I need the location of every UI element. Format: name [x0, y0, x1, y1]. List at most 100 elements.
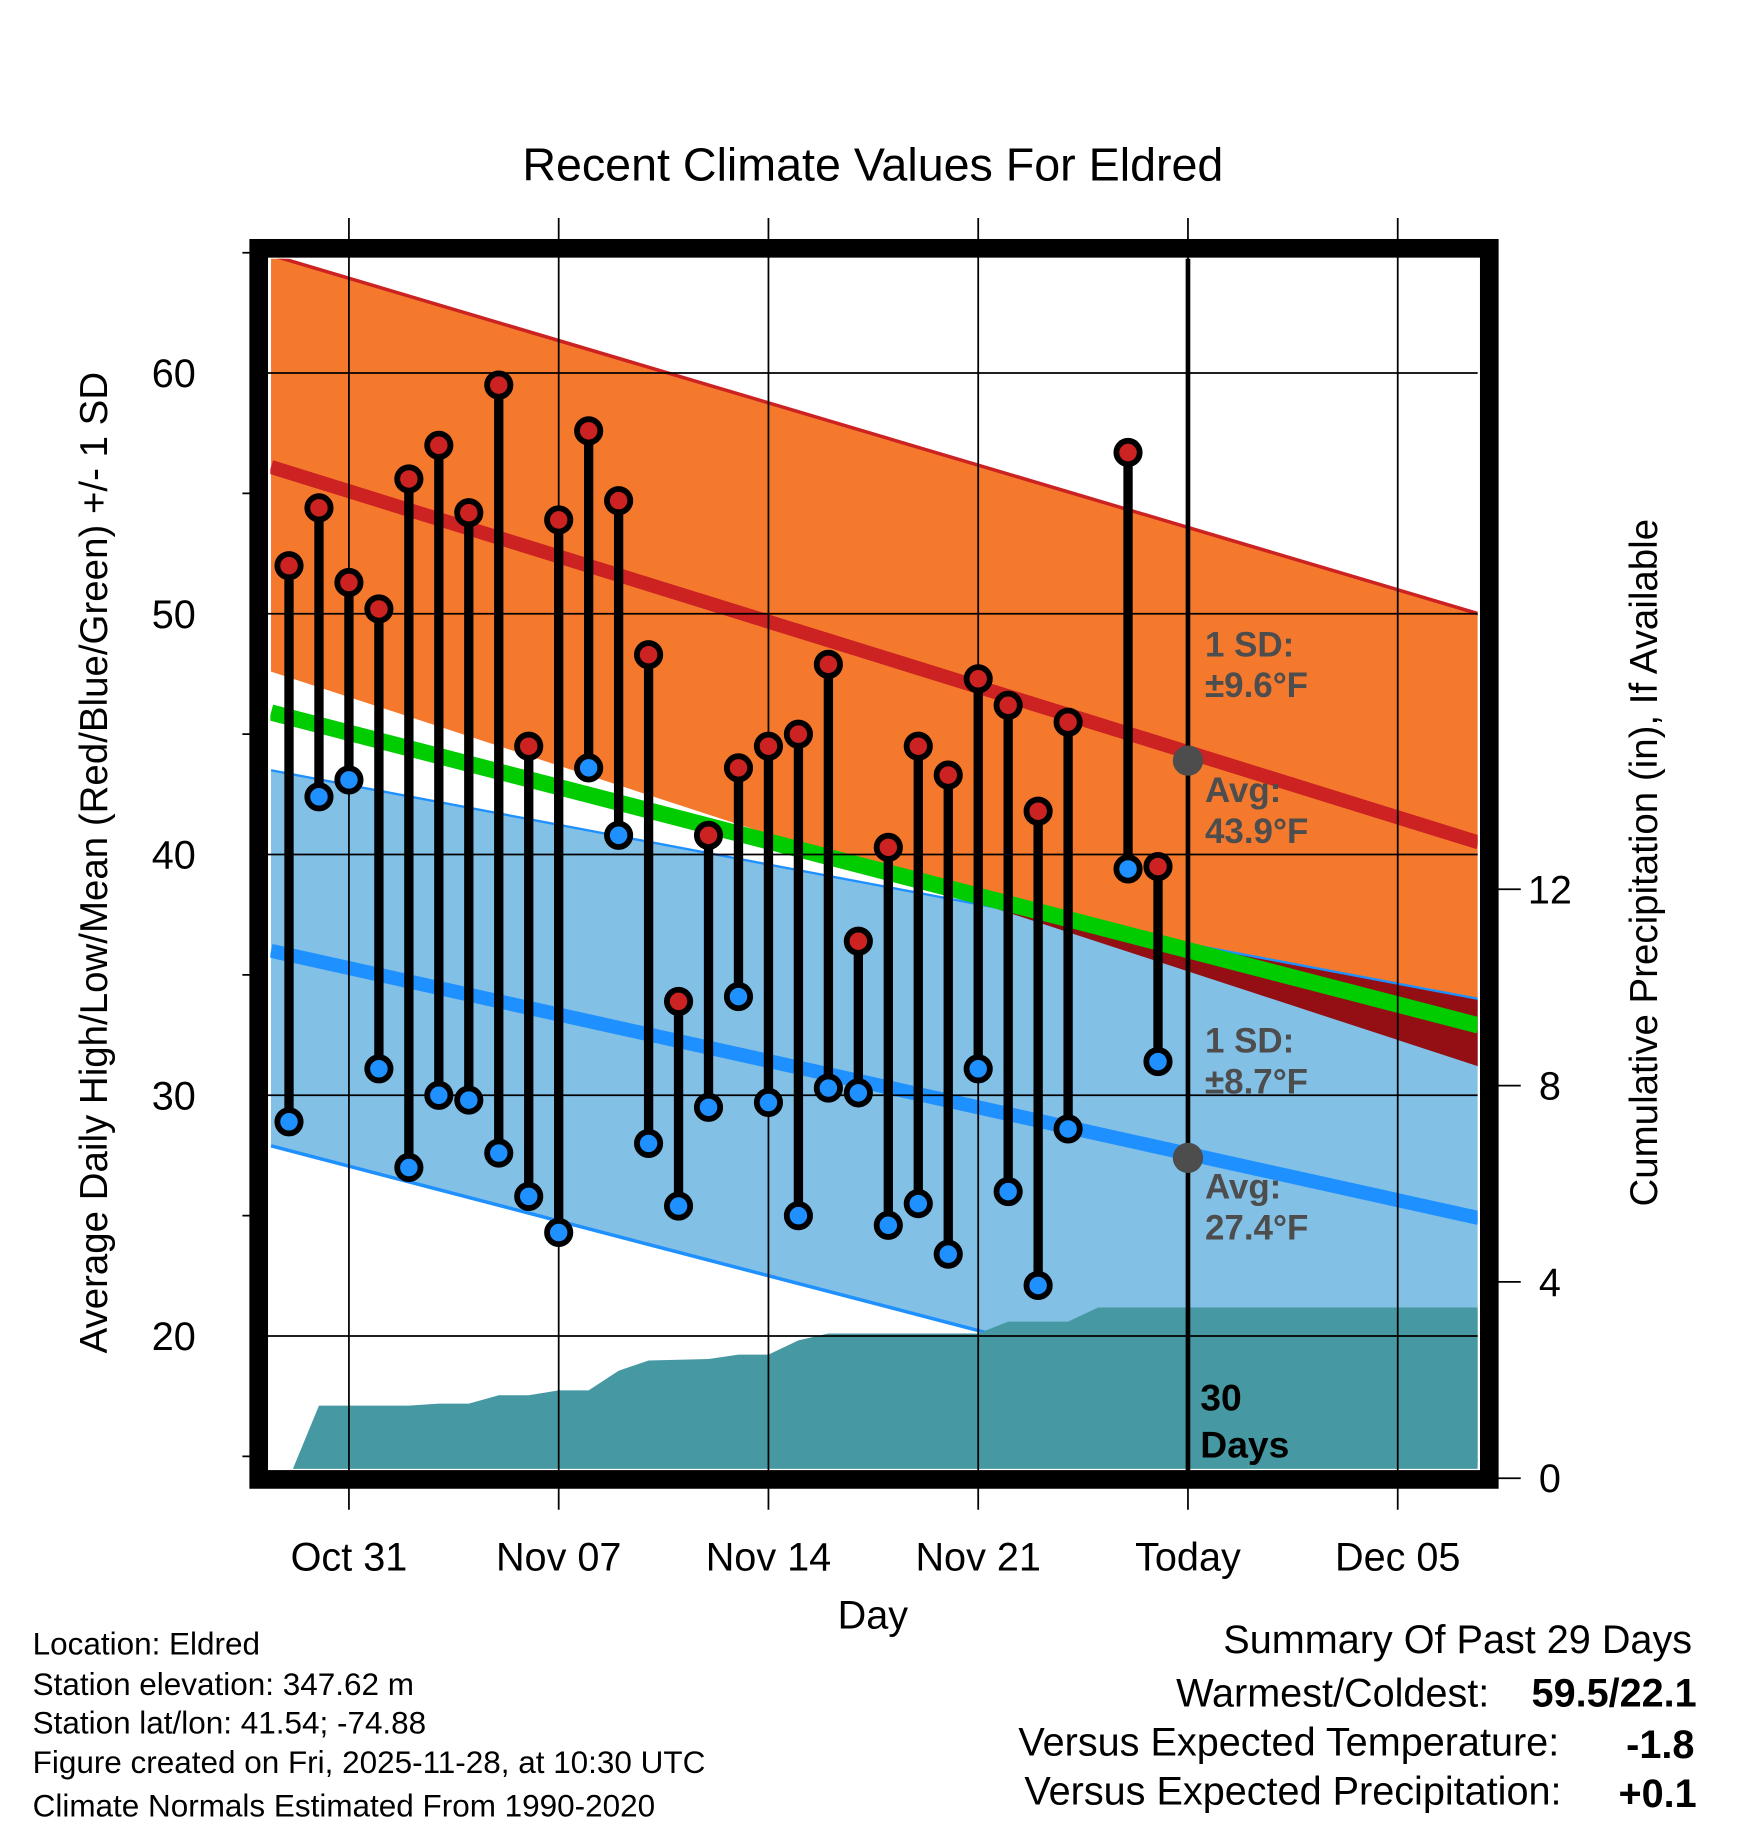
- low-point: [1053, 1114, 1083, 1144]
- high-point: [1143, 852, 1173, 882]
- y-tick-label: 20: [152, 1315, 196, 1359]
- low-point: [843, 1078, 873, 1108]
- high-avg-label: Avg:: [1205, 771, 1281, 810]
- high-point: [753, 731, 784, 761]
- elevation-text: Station elevation: 347.62 m: [33, 1667, 414, 1702]
- low-point: [993, 1177, 1023, 1207]
- temp-vs-expected-value: -1.8: [1626, 1723, 1694, 1767]
- temp-vs-expected-label: Versus Expected Temperature:: [1018, 1721, 1559, 1765]
- low-point: [364, 1054, 394, 1084]
- high-point: [454, 498, 484, 528]
- daily-mark-nov-03: [424, 430, 454, 1110]
- daily-mark-oct-30: [304, 493, 334, 812]
- high-point: [843, 926, 873, 956]
- low-point: [903, 1189, 933, 1219]
- warmest-value: 59.5/22.1: [1532, 1672, 1697, 1716]
- low-point: [424, 1080, 454, 1110]
- high-point: [933, 760, 963, 790]
- low-point: [574, 753, 604, 783]
- y2-tick-label: 4: [1539, 1261, 1561, 1305]
- high-point: [1053, 707, 1083, 737]
- y-tick-label: 30: [152, 1074, 196, 1118]
- station-info: Location: Eldred Station elevation: 347.…: [33, 1626, 706, 1823]
- x-tick-label: Dec 05: [1335, 1535, 1460, 1579]
- chart-title: Recent Climate Values For Eldred: [522, 139, 1223, 191]
- high-point: [993, 690, 1023, 720]
- y2-tick-label: 8: [1539, 1065, 1561, 1109]
- daily-mark-nov-04: [454, 498, 484, 1115]
- high-plus-sd-line: [277, 258, 1478, 616]
- daily-mark-nov-09: [604, 486, 634, 850]
- daily-mark-nov-27: [1143, 852, 1173, 1077]
- y-tick-label: 60: [152, 352, 196, 396]
- low-avg-value: 27.4°F: [1205, 1208, 1308, 1247]
- today-high-avg-dot: [1172, 745, 1204, 776]
- x-tick-label: Today: [1135, 1535, 1241, 1579]
- summary: Summary Of Past 29 Days Warmest/Coldest:…: [1018, 1618, 1696, 1816]
- high-point: [663, 986, 694, 1016]
- low-point: [334, 765, 364, 795]
- high-point: [304, 493, 334, 523]
- high-point: [903, 731, 933, 761]
- high-point: [514, 731, 544, 761]
- normals-text: Climate Normals Estimated From 1990-2020: [33, 1788, 655, 1823]
- low-point: [514, 1181, 544, 1211]
- high-sd-value: ±9.6°F: [1205, 666, 1308, 705]
- daily-mark-nov-22: [993, 690, 1023, 1207]
- daily-mark-nov-11: [663, 986, 694, 1221]
- low-point: [663, 1191, 694, 1221]
- latlon-text: Station lat/lon: 41.54; -74.88: [33, 1706, 427, 1741]
- daily-mark-nov-17: [843, 926, 873, 1108]
- high-point: [783, 719, 813, 749]
- daily-mark-nov-10: [634, 640, 664, 1159]
- low-point: [1143, 1047, 1173, 1077]
- low-point: [274, 1107, 304, 1137]
- daily-mark-nov-06: [514, 731, 544, 1211]
- x-tick-label: Oct 31: [291, 1535, 408, 1579]
- plot-frame: [249, 238, 1499, 1489]
- precip-area: [292, 1307, 1478, 1469]
- high-sd-band: [271, 258, 1478, 1067]
- days-label: Days: [1200, 1423, 1289, 1465]
- high-point: [963, 664, 993, 694]
- today-low-avg-dot: [1172, 1142, 1204, 1174]
- low-point: [604, 820, 634, 850]
- daily-mark-nov-24: [1053, 707, 1083, 1144]
- warmest-label: Warmest/Coldest:: [1176, 1672, 1489, 1716]
- high-point: [484, 370, 514, 400]
- created-text: Figure created on Fri, 2025-11-28, at 10…: [33, 1745, 706, 1780]
- daily-mark-nov-08: [574, 416, 604, 783]
- high-point: [634, 640, 664, 670]
- high-point: [604, 486, 634, 516]
- high-point: [274, 551, 304, 581]
- x-tick-label: Nov 21: [915, 1535, 1040, 1579]
- x-axis-label: Day: [838, 1594, 909, 1638]
- low-point: [873, 1210, 903, 1240]
- high-point: [544, 505, 574, 535]
- precip-vs-expected-label: Versus Expected Precipitation:: [1024, 1770, 1561, 1814]
- daily-marks: [274, 370, 1173, 1301]
- low-point: [693, 1092, 724, 1122]
- precip-vs-expected-value: +0.1: [1619, 1772, 1697, 1816]
- summary-title: Summary Of Past 29 Days: [1223, 1618, 1692, 1662]
- y2-axis-label: Cumulative Precipitation (in), If Availa…: [1623, 519, 1666, 1207]
- low-sd-label: 1 SD:: [1205, 1022, 1294, 1061]
- low-point: [1113, 854, 1143, 884]
- annotations: 1 SD: ±9.6°F Avg: 43.9°F 1 SD: ±8.7°F Av…: [1200, 625, 1308, 1465]
- daily-mark-nov-20: [933, 760, 963, 1269]
- x-tick-label: Nov 07: [496, 1535, 621, 1579]
- high-point: [574, 416, 604, 446]
- low-point: [394, 1152, 424, 1183]
- daily-mark-nov-21: [963, 664, 993, 1084]
- low-point: [933, 1239, 963, 1269]
- high-avg-value: 43.9°F: [1205, 812, 1308, 851]
- y-axis-label: Average Daily High/Low/Mean (Red/Blue/Gr…: [73, 372, 116, 1354]
- low-avg-label: Avg:: [1205, 1167, 1281, 1206]
- daily-mark-nov-18: [873, 832, 903, 1240]
- y-tick-label: 40: [152, 834, 196, 878]
- low-point: [723, 982, 754, 1012]
- low-point: [454, 1085, 484, 1115]
- daily-mark-nov-26: [1113, 437, 1143, 884]
